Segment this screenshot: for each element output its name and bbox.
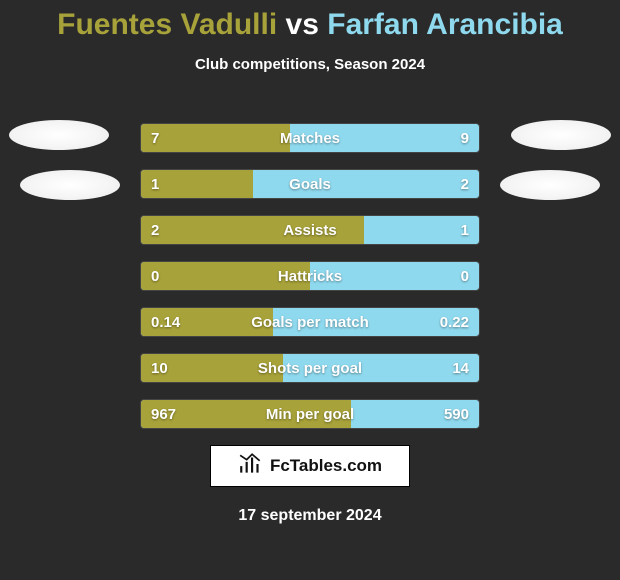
stat-value-right: 2: [461, 170, 469, 198]
comparison-title: Fuentes Vadulli vs Farfan Arancibia: [0, 0, 620, 42]
player1-name: Fuentes Vadulli: [57, 8, 277, 41]
chart-icon: [238, 451, 264, 482]
stat-value-right: 1: [461, 216, 469, 244]
avatar-left-body: [20, 170, 120, 200]
vs-label: vs: [286, 8, 319, 41]
stat-value-right: 9: [461, 124, 469, 152]
stat-row: 967Min per goal590: [140, 399, 480, 429]
watermark-badge: FcTables.com: [210, 445, 410, 487]
stat-row: 0Hattricks0: [140, 261, 480, 291]
stat-row: 7Matches9: [140, 123, 480, 153]
stat-row: 2Assists1: [140, 215, 480, 245]
stat-bars: 7Matches91Goals22Assists10Hattricks00.14…: [140, 123, 480, 429]
watermark-text: FcTables.com: [270, 456, 382, 476]
stat-value-right: 0: [461, 262, 469, 290]
stat-label: Goals: [141, 170, 479, 198]
stat-value-right: 590: [444, 400, 469, 428]
stat-row: 1Goals2: [140, 169, 480, 199]
avatar-right-head: [511, 120, 611, 150]
avatar-right-body: [500, 170, 600, 200]
subtitle: Club competitions, Season 2024: [0, 56, 620, 73]
stat-label: Shots per goal: [141, 354, 479, 382]
avatar-left-head: [9, 120, 109, 150]
date-label: 17 september 2024: [0, 507, 620, 525]
stat-row: 10Shots per goal14: [140, 353, 480, 383]
stat-label: Goals per match: [141, 308, 479, 336]
stat-label: Hattricks: [141, 262, 479, 290]
stat-label: Assists: [141, 216, 479, 244]
stat-label: Min per goal: [141, 400, 479, 428]
stat-label: Matches: [141, 124, 479, 152]
stat-value-right: 0.22: [440, 308, 469, 336]
player2-name: Farfan Arancibia: [327, 8, 563, 41]
stat-row: 0.14Goals per match0.22: [140, 307, 480, 337]
stat-value-right: 14: [452, 354, 469, 382]
